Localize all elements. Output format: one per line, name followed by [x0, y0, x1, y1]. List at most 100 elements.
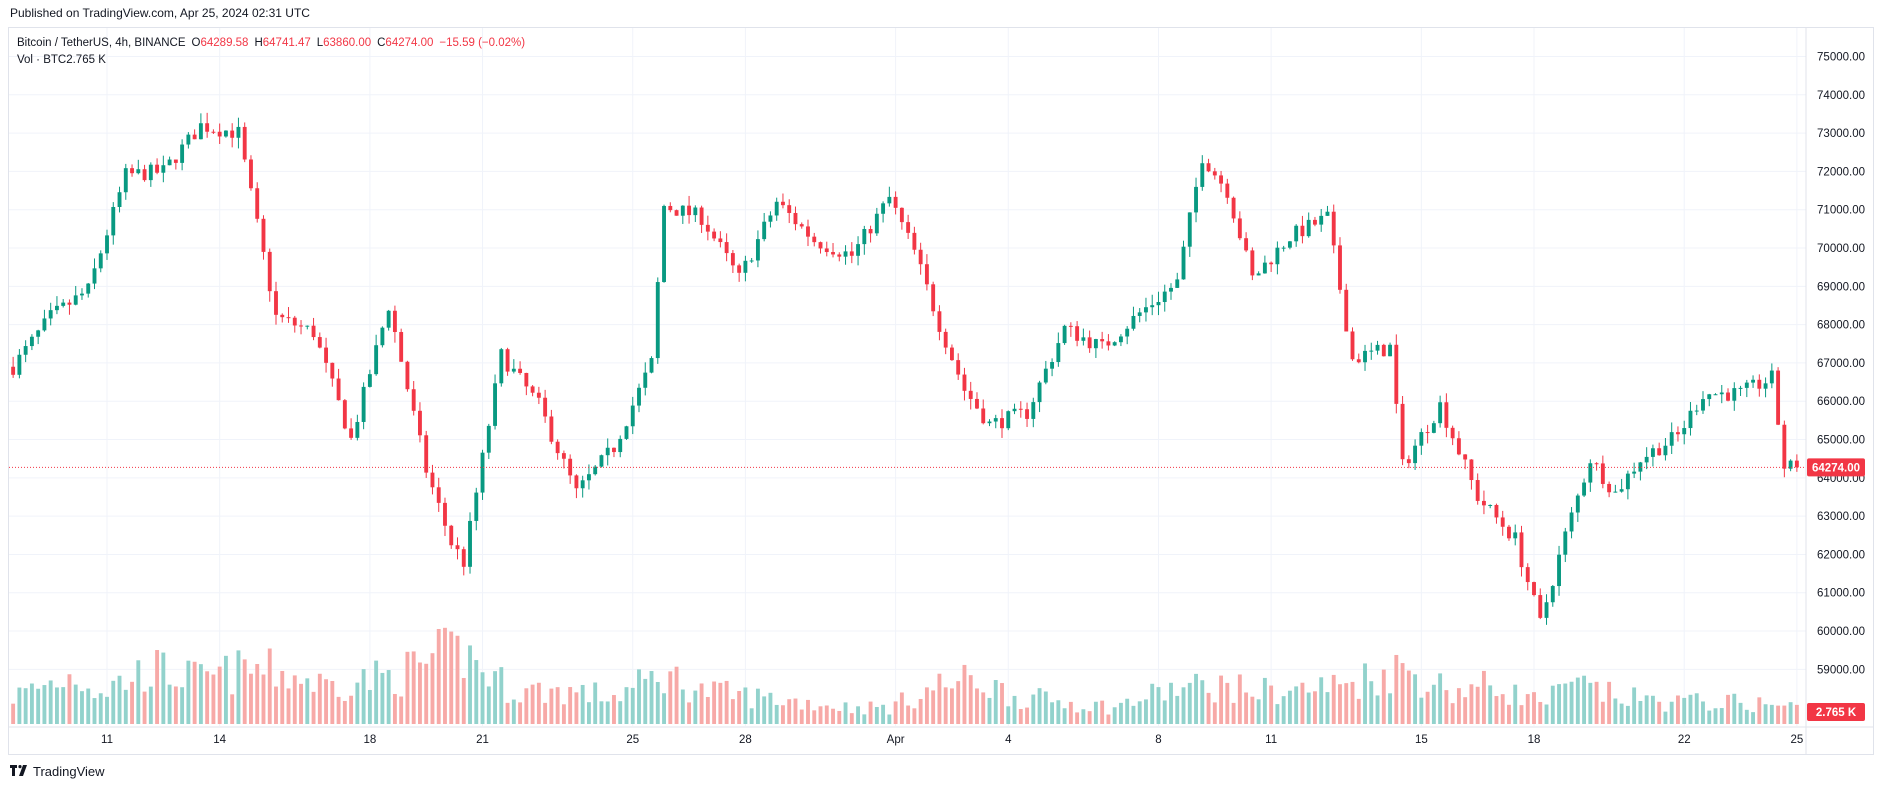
price-tick-label: 60000.00	[1817, 626, 1865, 638]
volume-bar	[1694, 693, 1699, 724]
candle-body	[918, 249, 923, 265]
candle-body	[1313, 219, 1317, 225]
candle-body	[530, 386, 535, 393]
candle-body	[1162, 291, 1167, 303]
candle-body	[443, 502, 447, 526]
volume-bar	[1619, 703, 1624, 724]
candle-body	[1237, 218, 1242, 239]
candle-body	[493, 383, 497, 426]
candle-body	[718, 238, 723, 243]
candle-body	[1150, 305, 1155, 308]
volume-bar	[1625, 705, 1630, 724]
price-tick-label: 69000.00	[1817, 281, 1865, 293]
volume-bar	[1650, 695, 1655, 724]
candle-body	[1344, 289, 1349, 332]
tradingview-logo-icon	[10, 763, 28, 780]
candle-body	[1125, 328, 1130, 337]
candle-body	[749, 260, 754, 262]
volume-bar	[380, 672, 385, 724]
volume-bar	[906, 705, 911, 724]
candle-body	[1300, 225, 1305, 237]
candle-body	[1557, 554, 1561, 587]
volume-bar	[274, 686, 278, 724]
volume-bar	[975, 688, 979, 724]
price-tick-label: 67000.00	[1817, 358, 1865, 370]
candle-body	[61, 302, 66, 306]
candle-body	[1287, 241, 1292, 248]
candle-body	[1444, 402, 1449, 428]
volume-bar	[574, 692, 579, 724]
candle-body	[1682, 428, 1687, 435]
candle-body	[1513, 532, 1518, 539]
candle-body	[1081, 337, 1086, 341]
candle-body	[649, 358, 654, 373]
volume-bar	[1319, 677, 1324, 724]
volume-bar	[1237, 674, 1242, 724]
volume-bar	[1563, 683, 1568, 724]
price-tick-label: 72000.00	[1817, 166, 1865, 178]
volume-bar	[768, 692, 773, 724]
volume-bar	[799, 709, 804, 724]
candle-body	[1782, 424, 1787, 469]
volume-bar	[1344, 683, 1349, 724]
candle-body	[906, 222, 911, 233]
candle-body	[1294, 225, 1299, 242]
candle-body	[662, 205, 666, 283]
volume-bar	[73, 684, 78, 724]
volume-bar	[1012, 695, 1017, 724]
volume-bar	[1381, 669, 1386, 724]
candle-body	[1494, 504, 1499, 518]
candle-body	[737, 265, 742, 273]
price-axis[interactable]: 75000.00 74000.00 73000.00 72000.00 71000.00…	[1807, 51, 1865, 721]
candle-body	[1056, 343, 1061, 363]
candle-body	[92, 268, 97, 284]
volume-bar	[543, 702, 548, 724]
volume-bar	[1776, 705, 1781, 724]
candle-body	[655, 282, 660, 359]
volume-bar	[155, 650, 160, 724]
candle-body	[1732, 388, 1737, 401]
volume-bar	[424, 663, 429, 724]
candle-body	[230, 130, 235, 138]
volume-bar	[436, 628, 441, 724]
candle-body	[787, 205, 792, 213]
candle-body	[668, 205, 673, 211]
volume-bar	[1331, 674, 1336, 724]
candle-body	[1769, 370, 1774, 384]
candle-body	[755, 239, 760, 261]
time-tick-label: 25	[626, 734, 639, 746]
candle-body	[806, 226, 810, 237]
candle-body	[1469, 459, 1474, 481]
time-axis[interactable]: 11 14 18 21 25 28 Apr 4 8 11 15 18 22 25	[101, 734, 1803, 746]
volume-bar	[1557, 684, 1561, 724]
volume-bar	[1118, 702, 1123, 724]
volume-bar	[1569, 681, 1574, 724]
volume-bar	[524, 688, 529, 724]
candle-body	[1538, 595, 1543, 618]
candle-body	[67, 302, 72, 305]
candle-body	[605, 447, 610, 456]
candle-body	[55, 305, 59, 311]
price-tick-label: 66000.00	[1817, 396, 1865, 408]
candle-body	[186, 134, 191, 145]
volume-bar	[1025, 707, 1029, 724]
candle-body	[843, 251, 848, 257]
candle-body	[280, 314, 285, 318]
volume-bar	[1037, 688, 1042, 724]
candle-body	[693, 207, 698, 216]
candle-body	[468, 520, 472, 567]
candle-body	[161, 165, 166, 173]
volume-bar	[1500, 694, 1505, 724]
candle-body	[1550, 586, 1555, 603]
price-tick-label: 68000.00	[1817, 320, 1865, 332]
candle-body	[1350, 331, 1355, 360]
volume-bar	[1519, 705, 1524, 724]
volume-bar	[355, 682, 360, 724]
volume-bar	[1018, 709, 1023, 724]
candle-body	[624, 426, 629, 439]
volume-bar	[486, 686, 491, 724]
volume-bar	[561, 704, 566, 724]
candle-body	[1419, 432, 1424, 446]
volume-bar	[1256, 699, 1261, 724]
